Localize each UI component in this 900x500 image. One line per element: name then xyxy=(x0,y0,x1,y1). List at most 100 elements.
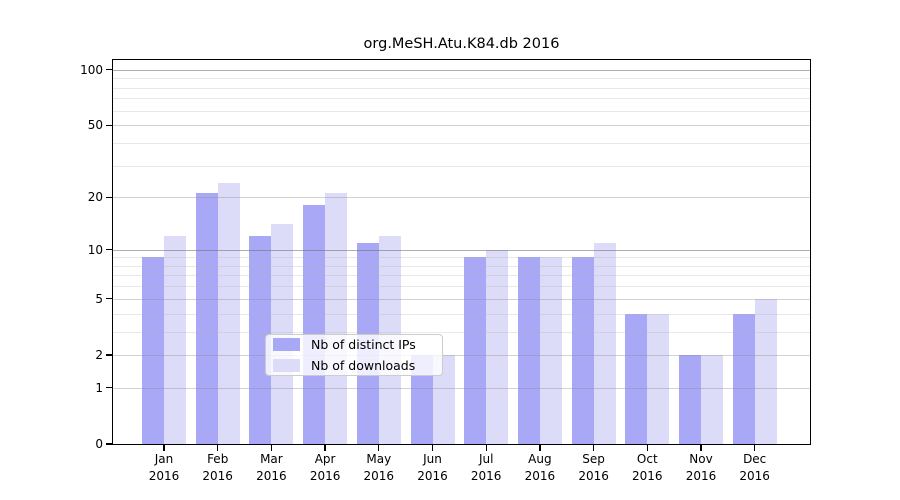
x-tick-aug xyxy=(539,444,541,451)
y-tick-label-50: 50 xyxy=(87,118,103,133)
x-tick-label-dec: Dec 2016 xyxy=(715,451,795,484)
bar-nb-of-distinct-ips-sep xyxy=(571,257,594,444)
legend-entry-distinct-ips: Nb of distinct IPs xyxy=(273,337,434,352)
plot-area xyxy=(113,60,810,444)
x-tick-jan xyxy=(163,444,165,451)
x-tick-jul xyxy=(485,444,487,451)
chart-title: org.MeSH.Atu.K84.db 2016 xyxy=(363,36,560,52)
legend-label-distinct-ips: Nb of distinct IPs xyxy=(311,337,416,352)
y-tick-0 xyxy=(106,443,113,445)
gridline-100 xyxy=(113,69,810,71)
gridline-40 xyxy=(113,142,810,144)
bar-nb-of-distinct-ips-oct xyxy=(625,313,648,444)
x-tick-nov xyxy=(700,444,702,451)
x-tick-label-sep: Sep 2016 xyxy=(554,451,634,484)
y-tick-50 xyxy=(106,124,113,126)
y-tick-label-20: 20 xyxy=(87,190,103,205)
x-tick-year: 2016 xyxy=(524,468,556,483)
gridline-70 xyxy=(113,98,810,100)
x-tick-year: 2016 xyxy=(632,468,663,483)
bar-nb-of-distinct-ips-nov xyxy=(679,354,701,444)
x-tick-month: Jan xyxy=(154,452,174,466)
x-tick-feb xyxy=(217,444,219,451)
x-tick-label-may: May 2016 xyxy=(339,451,419,484)
x-tick-label-apr: Apr 2016 xyxy=(285,451,365,484)
gridline-60 xyxy=(113,110,810,112)
x-tick-may xyxy=(378,444,380,451)
x-tick-label-jul: Jul 2016 xyxy=(446,451,526,484)
bar-nb-of-downloads-feb xyxy=(217,183,240,444)
y-tick-label-10: 10 xyxy=(87,242,103,257)
x-tick-label-jun: Jun 2016 xyxy=(393,451,473,484)
x-tick-year: 2016 xyxy=(739,468,770,483)
y-tick-2 xyxy=(106,354,113,356)
legend-entry-downloads: Nb of downloads xyxy=(273,358,434,373)
bar-nb-of-distinct-ips-jun xyxy=(410,354,433,444)
y-tick-10 xyxy=(106,248,113,251)
x-tick-year: 2016 xyxy=(685,468,717,483)
bar-nb-of-distinct-ips-apr xyxy=(303,205,326,444)
x-tick-year: 2016 xyxy=(202,468,233,483)
legend-label-downloads: Nb of downloads xyxy=(311,358,416,373)
x-tick-year: 2016 xyxy=(363,468,395,483)
gridline-90 xyxy=(113,78,810,80)
bar-nb-of-downloads-jun xyxy=(432,354,455,444)
bar-nb-of-distinct-ips-jul xyxy=(464,257,487,444)
x-tick-month: Mar xyxy=(260,452,283,466)
bar-nb-of-downloads-nov xyxy=(701,354,723,444)
x-tick-dec xyxy=(754,444,756,451)
x-tick-month: May xyxy=(366,452,392,466)
gridline-30 xyxy=(113,165,810,167)
x-tick-label-feb: Feb 2016 xyxy=(178,451,258,484)
x-tick-month: Jun xyxy=(423,452,442,466)
bar-nb-of-distinct-ips-jan xyxy=(142,257,164,444)
y-tick-100 xyxy=(106,69,113,71)
x-tick-year: 2016 xyxy=(578,468,609,483)
y-tick-5 xyxy=(106,298,113,300)
bar-nb-of-downloads-jan xyxy=(164,236,186,444)
x-tick-year: 2016 xyxy=(256,468,287,483)
x-tick-month: Jul xyxy=(478,452,494,466)
bar-nb-of-distinct-ips-aug xyxy=(517,257,540,444)
x-tick-month: Apr xyxy=(314,452,336,466)
legend: Nb of distinct IPs Nb of downloads xyxy=(265,334,443,376)
x-tick-month: Dec xyxy=(743,452,767,466)
gridline-80 xyxy=(113,87,810,89)
bar-nb-of-downloads-dec xyxy=(754,298,777,444)
bar-nb-of-downloads-sep xyxy=(593,242,616,444)
y-tick-label-100: 100 xyxy=(80,62,103,77)
bar-nb-of-downloads-oct xyxy=(647,313,670,444)
x-tick-month: Oct xyxy=(636,452,658,466)
x-tick-label-jan: Jan 2016 xyxy=(124,451,204,484)
x-tick-mar xyxy=(270,444,273,451)
x-tick-month: Feb xyxy=(207,452,229,466)
x-tick-year: 2016 xyxy=(148,468,180,483)
legend-swatch-distinct-ips xyxy=(273,338,300,351)
bar-nb-of-downloads-apr xyxy=(325,193,348,444)
gridline-50 xyxy=(113,125,810,127)
bar-nb-of-distinct-ips-dec xyxy=(732,313,755,444)
y-tick-label-0: 0 xyxy=(95,437,103,451)
x-tick-year: 2016 xyxy=(417,468,448,483)
x-tick-year: 2016 xyxy=(309,468,341,483)
x-tick-year: 2016 xyxy=(470,468,502,483)
y-tick-1 xyxy=(106,387,113,389)
x-tick-month: Sep xyxy=(582,452,605,466)
y-tick-label-2: 2 xyxy=(95,347,103,362)
bar-nb-of-downloads-aug xyxy=(539,257,562,444)
x-tick-oct xyxy=(646,444,648,451)
y-tick-20 xyxy=(106,196,113,198)
y-tick-label-1: 1 xyxy=(95,380,103,395)
y-tick-label-5: 5 xyxy=(95,291,103,306)
x-tick-label-aug: Aug 2016 xyxy=(500,451,580,484)
bar-nb-of-downloads-jul xyxy=(486,249,509,444)
x-tick-month: Nov xyxy=(689,452,713,466)
bar-nb-of-distinct-ips-feb xyxy=(195,193,218,444)
x-tick-label-nov: Nov 2016 xyxy=(661,451,741,484)
x-tick-label-oct: Oct 2016 xyxy=(607,451,687,484)
legend-swatch-downloads xyxy=(273,359,300,372)
x-tick-apr xyxy=(324,444,326,451)
x-tick-label-mar: Mar 2016 xyxy=(231,451,311,484)
x-tick-sep xyxy=(592,444,595,451)
